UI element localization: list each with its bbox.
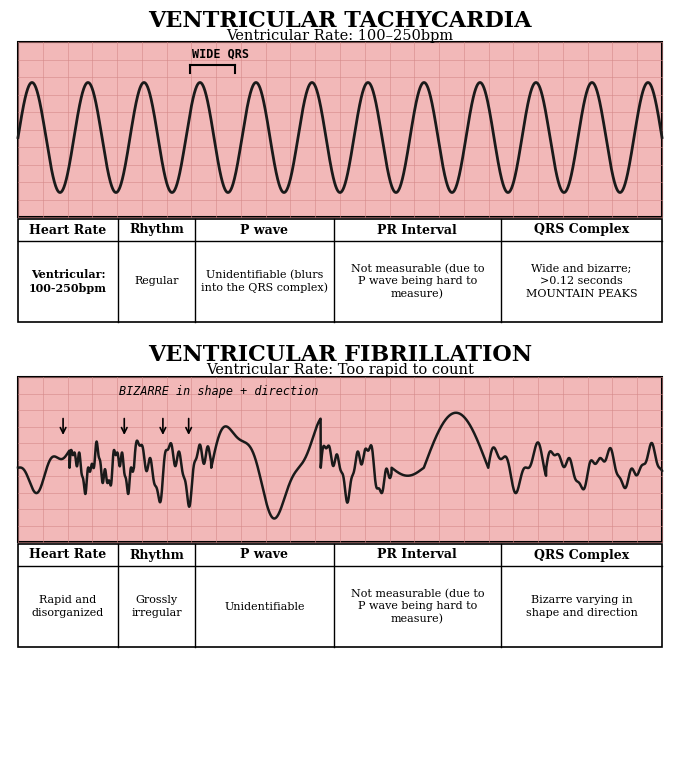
Text: Rapid and
disorganized: Rapid and disorganized bbox=[32, 595, 104, 618]
Text: Not measurable (due to
P wave being hard to
measure): Not measurable (due to P wave being hard… bbox=[350, 264, 484, 299]
Text: Ventricular:
100-250bpm: Ventricular: 100-250bpm bbox=[29, 269, 107, 294]
Text: VENTRICULAR FIBRILLATION: VENTRICULAR FIBRILLATION bbox=[148, 344, 532, 366]
Text: Heart Rate: Heart Rate bbox=[29, 549, 107, 562]
Text: BIZARRE in shape + direction: BIZARRE in shape + direction bbox=[119, 385, 319, 398]
Text: P wave: P wave bbox=[240, 549, 288, 562]
Text: Ventricular Rate: Too rapid to count: Ventricular Rate: Too rapid to count bbox=[206, 363, 474, 377]
Bar bbox=[18, 42, 662, 217]
Text: Wide and bizarre;
>0.12 seconds
MOUNTAIN PEAKS: Wide and bizarre; >0.12 seconds MOUNTAIN… bbox=[526, 264, 637, 299]
Text: Unidentifiable (blurs
into the QRS complex): Unidentifiable (blurs into the QRS compl… bbox=[201, 270, 328, 293]
Text: Grossly
irregular: Grossly irregular bbox=[131, 595, 182, 618]
Text: QRS Complex: QRS Complex bbox=[534, 549, 629, 562]
Bar bbox=[18, 377, 662, 542]
Text: Heart Rate: Heart Rate bbox=[29, 223, 107, 236]
Text: Bizarre varying in
shape and direction: Bizarre varying in shape and direction bbox=[526, 595, 637, 618]
Text: P wave: P wave bbox=[240, 223, 288, 236]
Bar bbox=[18, 219, 662, 322]
Text: Not measurable (due to
P wave being hard to
measure): Not measurable (due to P wave being hard… bbox=[350, 589, 484, 624]
Text: Ventricular Rate: 100–250bpm: Ventricular Rate: 100–250bpm bbox=[226, 29, 454, 43]
Text: Rhythm: Rhythm bbox=[129, 223, 184, 236]
Text: Rhythm: Rhythm bbox=[129, 549, 184, 562]
Bar bbox=[18, 544, 662, 647]
Text: WIDE QRS: WIDE QRS bbox=[192, 47, 249, 60]
Text: PR Interval: PR Interval bbox=[377, 223, 457, 236]
Text: VENTRICULAR TACHYCARDIA: VENTRICULAR TACHYCARDIA bbox=[148, 10, 532, 32]
Text: QRS Complex: QRS Complex bbox=[534, 223, 629, 236]
Text: PR Interval: PR Interval bbox=[377, 549, 457, 562]
Text: Unidentifiable: Unidentifiable bbox=[224, 601, 305, 611]
Text: Regular: Regular bbox=[134, 277, 179, 287]
